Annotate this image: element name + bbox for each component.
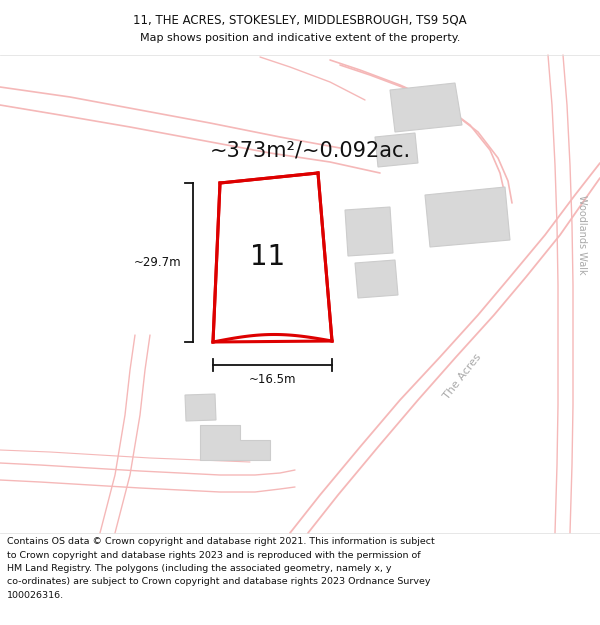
Text: HM Land Registry. The polygons (including the associated geometry, namely x, y: HM Land Registry. The polygons (includin… — [7, 564, 392, 573]
Text: The Acres: The Acres — [441, 352, 483, 402]
Bar — [0, 0, 600, 55]
Text: Map shows position and indicative extent of the property.: Map shows position and indicative extent… — [140, 33, 460, 43]
Text: ~16.5m: ~16.5m — [249, 373, 296, 386]
Polygon shape — [213, 173, 332, 342]
Text: to Crown copyright and database rights 2023 and is reproduced with the permissio: to Crown copyright and database rights 2… — [7, 551, 421, 559]
Polygon shape — [200, 425, 270, 460]
Bar — [0, 533, 600, 625]
Text: 100026316.: 100026316. — [7, 591, 64, 600]
Polygon shape — [345, 207, 393, 256]
Polygon shape — [185, 394, 216, 421]
Text: 11: 11 — [250, 243, 286, 271]
Text: ~29.7m: ~29.7m — [133, 256, 181, 269]
Text: co-ordinates) are subject to Crown copyright and database rights 2023 Ordnance S: co-ordinates) are subject to Crown copyr… — [7, 578, 431, 586]
Polygon shape — [235, 225, 302, 292]
Text: ~373m²/~0.092ac.: ~373m²/~0.092ac. — [210, 140, 411, 160]
Polygon shape — [375, 133, 418, 167]
Text: Contains OS data © Crown copyright and database right 2021. This information is : Contains OS data © Crown copyright and d… — [7, 537, 435, 546]
Polygon shape — [425, 187, 510, 247]
Text: Woodlands Walk: Woodlands Walk — [577, 195, 587, 275]
Polygon shape — [390, 83, 462, 132]
Polygon shape — [355, 260, 398, 298]
Text: 11, THE ACRES, STOKESLEY, MIDDLESBROUGH, TS9 5QA: 11, THE ACRES, STOKESLEY, MIDDLESBROUGH,… — [133, 14, 467, 26]
